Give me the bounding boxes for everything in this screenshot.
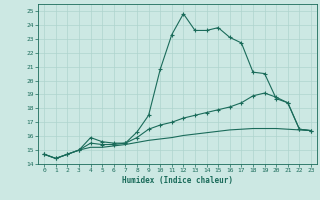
X-axis label: Humidex (Indice chaleur): Humidex (Indice chaleur)	[122, 176, 233, 185]
